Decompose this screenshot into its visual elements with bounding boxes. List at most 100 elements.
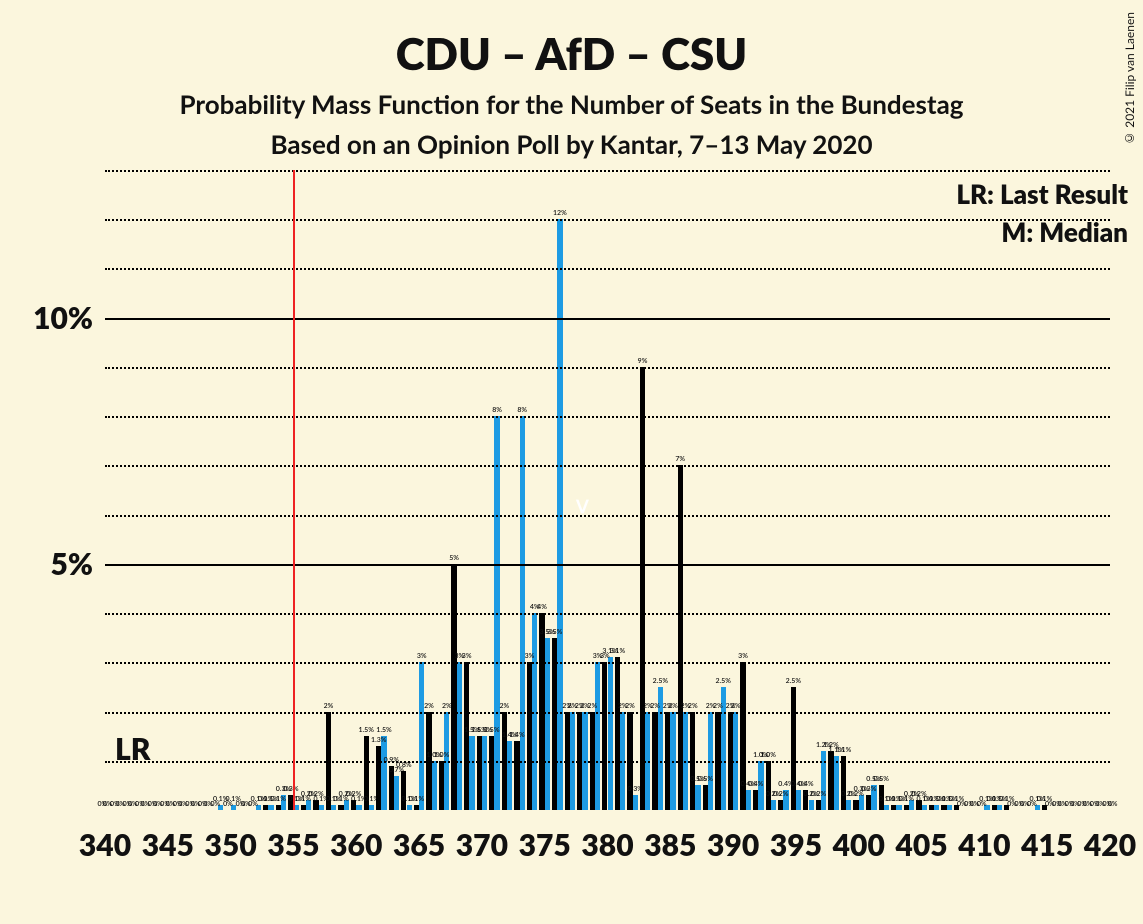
bar-blue (507, 741, 512, 810)
bar-blue (796, 790, 801, 810)
lr-axis-label: LR (115, 731, 150, 767)
copyright-label: © 2021 Filip van Laenen (1122, 12, 1137, 146)
gridline-minor (105, 712, 1110, 714)
y-tick-label: 5% (0, 546, 93, 582)
bar-blue (482, 736, 487, 810)
bar-blue (394, 776, 399, 810)
bar-label-blue: 2.5% (715, 677, 730, 685)
gridline-minor (105, 219, 1110, 221)
bar-label-black: 0.5% (698, 775, 713, 783)
gridline-minor (105, 761, 1110, 763)
bar-label-black: 1.3% (371, 736, 386, 744)
bar-label-black: 1.5% (484, 726, 499, 734)
x-tick-label: 405 (895, 827, 947, 863)
bar-label-black: 0.4% (748, 780, 763, 788)
x-tick-label: 390 (707, 827, 759, 863)
bar-label-black: 0.1% (409, 795, 424, 803)
bar-label-black: 2% (424, 702, 434, 710)
x-tick-label: 340 (79, 827, 131, 863)
bar-label-black: 0.5% (874, 775, 889, 783)
bar-blue (319, 805, 324, 810)
bar-label-black: 1.0% (760, 751, 775, 759)
y-tick-label: 10% (0, 300, 93, 336)
legend-m: M: Median (1001, 216, 1128, 248)
bar-label-black: 1.1% (836, 746, 851, 754)
gridline-major (105, 318, 1110, 320)
x-tick-label: 360 (330, 827, 382, 863)
x-tick-label: 395 (770, 827, 822, 863)
x-tick-label: 385 (644, 827, 696, 863)
gridline-minor (105, 268, 1110, 270)
bar-label-black: 9% (638, 357, 648, 365)
gridline-minor (105, 416, 1110, 418)
bar-blue (369, 805, 374, 810)
x-tick-label: 380 (581, 827, 633, 863)
gridline-minor (105, 515, 1110, 517)
bar-blue (381, 736, 386, 810)
bar-label-black: 0.2% (811, 790, 826, 798)
bar-label-blue: 1.5% (376, 726, 391, 734)
x-tick-label: 345 (142, 827, 194, 863)
x-tick-label: 365 (393, 827, 445, 863)
x-tick-label: 400 (833, 827, 885, 863)
chart-title: CDU – AfD – CSU (0, 28, 1143, 80)
bar-blue (771, 800, 776, 810)
bar-label-black: 1.0% (434, 751, 449, 759)
bar-label-black: 2% (499, 702, 509, 710)
bar-label-black: 2% (587, 702, 597, 710)
gridline-minor (105, 662, 1110, 664)
gridline-minor (105, 465, 1110, 467)
bar-label-black: 3% (738, 652, 748, 660)
bar-label-black: 2% (688, 702, 698, 710)
bar-label-blue: 8% (517, 406, 527, 414)
bar-blue (834, 756, 839, 810)
bar-blue (407, 805, 412, 810)
x-tick-label: 350 (205, 827, 257, 863)
x-tick-label: 370 (456, 827, 508, 863)
legend-lr: LR: Last Result (956, 178, 1128, 210)
plot-area: 0%0%0%0%0%0%0%0%0%0%0%0%0%0%0%0%0%0%0%0.… (105, 170, 1110, 810)
median-marker: ᐯ (576, 497, 588, 515)
bar-blue (896, 805, 901, 810)
bar-label-blue: 12% (553, 209, 567, 217)
bar-blue (432, 761, 437, 810)
bar-blue (419, 662, 424, 810)
x-axis: 3403453503553603653703753803853903954004… (0, 815, 1143, 924)
gridline-minor (105, 613, 1110, 615)
bar-label-black: 2.5% (786, 677, 801, 685)
x-tick-label: 415 (1021, 827, 1073, 863)
bar-label-black: 0.3% (283, 785, 298, 793)
bar-blue (457, 662, 462, 810)
bar-blue (331, 805, 336, 810)
bar-label-black: 2% (625, 702, 635, 710)
lr-reference-line (293, 170, 295, 810)
bar-blue (934, 805, 939, 810)
bar-blue (947, 805, 952, 810)
bar-label-black: 4% (537, 603, 547, 611)
bar-label-black: 3% (525, 652, 535, 660)
bar-label-black: 3.5% (547, 628, 562, 636)
x-tick-label: 355 (267, 827, 319, 863)
bar-blue (846, 800, 851, 810)
bar-label-black: 7% (675, 455, 685, 463)
bar-label-blue: 0% (1108, 800, 1118, 808)
bar-label-blue: 8% (492, 406, 502, 414)
bar-label-black: 0.4% (798, 780, 813, 788)
bar-blue (469, 736, 474, 810)
bar-blue (695, 785, 700, 810)
bar-label-black: 2% (713, 702, 723, 710)
bar-label-black: 2% (650, 702, 660, 710)
bar-label-black: 0.1% (271, 795, 286, 803)
chart-subtitle-2: Based on an Opinion Poll by Kantar, 7–13… (0, 128, 1143, 160)
bar-label-black: 0.3% (861, 785, 876, 793)
bar-blue (997, 805, 1002, 810)
bar-blue (746, 790, 751, 810)
bar-label-black: 3.1% (610, 647, 625, 655)
bar-blue (922, 805, 927, 810)
gridline-major (105, 564, 1110, 566)
bar-label-blue: 2% (731, 702, 741, 710)
bar-label-blue: 3% (417, 652, 427, 660)
x-tick-label: 420 (1084, 827, 1136, 863)
bar-label-blue: 2% (442, 702, 452, 710)
bars-layer: 0%0%0%0%0%0%0%0%0%0%0%0%0%0%0%0%0%0%0%0.… (105, 170, 1110, 810)
